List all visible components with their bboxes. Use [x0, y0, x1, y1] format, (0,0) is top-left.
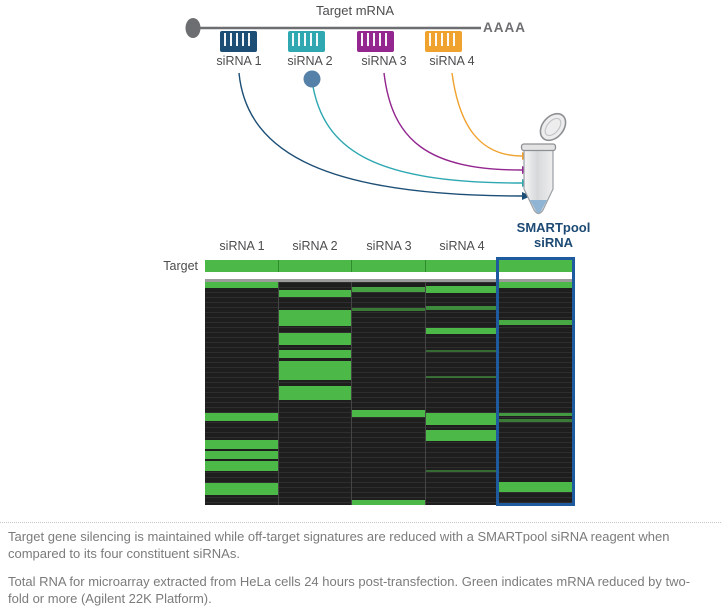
mrna-line [185, 18, 481, 38]
heatmap-column-sirna-4 [425, 282, 499, 505]
curve-sirna3 [383, 72, 523, 171]
caption-p1-line2: compared to its four constituent siRNAs. [8, 545, 240, 561]
heatmap-green-band [425, 376, 499, 378]
heatmap-green-band [278, 333, 352, 345]
heatmap-green-band [425, 306, 499, 310]
heatmap-header-sirna4: siRNA 4 [439, 239, 485, 253]
heatmap-green-band [278, 350, 352, 358]
heatmap-green-band [425, 413, 499, 425]
heatmap-green-band [205, 440, 278, 449]
heatmap-green-band [499, 320, 572, 325]
curve-sirna4 [451, 72, 523, 157]
heatmap-green-band [205, 413, 278, 421]
heatmap-column-sirna-2 [278, 282, 352, 505]
heatmap-green-band [278, 361, 352, 380]
heatmap-green-band [352, 500, 425, 505]
heatmap-green-band [499, 282, 572, 288]
pooling-curves [238, 72, 523, 197]
target-row-cell-sirna-3 [352, 260, 425, 272]
target-row-cell-sirna-2 [278, 260, 352, 272]
mrna-diagram-art [185, 18, 567, 215]
heatmap-green-band [425, 328, 499, 334]
tube-icon [520, 112, 567, 215]
sirna-2-duplex-icon [288, 31, 325, 52]
caption-paragraph-1: Target gene silencing is maintained whil… [8, 529, 714, 562]
target-row-cell-sirna-4 [425, 260, 499, 272]
heatmap-green-band [352, 410, 425, 417]
heatmap-header-sirna2: siRNA 2 [292, 239, 338, 253]
heatmap-green-band [205, 282, 278, 288]
heatmap-column-sirna-1 [205, 282, 278, 505]
sirna-4-label: siRNA 4 [429, 54, 475, 68]
heatmap-green-band [278, 290, 352, 297]
heatmap-green-band [425, 350, 499, 352]
heatmap-green-band [205, 461, 278, 471]
heatmap-green-band [205, 483, 278, 495]
target-row-label: Target [163, 259, 198, 273]
heatmap-header-sirna3: siRNA 3 [366, 239, 412, 253]
sirna-ball-icon [303, 70, 321, 88]
heatmap-green-band [352, 287, 425, 292]
heatmap-green-band [278, 310, 352, 326]
sirna-1-label: siRNA 1 [216, 54, 262, 68]
heatmap-green-band [425, 286, 499, 293]
smartpool-sirna-label: SMARTpool siRNA [505, 220, 602, 250]
heatmap-green-band [278, 386, 352, 400]
smartpool-label-line2: siRNA [533, 235, 573, 250]
target-row-cell-sirna-1 [205, 260, 278, 272]
sirna-2-label: siRNA 2 [287, 54, 333, 68]
caption-paragraph-2: Total RNA for microarray extracted from … [8, 574, 714, 607]
heatmap-green-band [499, 413, 572, 416]
sirna-4-duplex-icon [425, 31, 462, 52]
curve-sirna2 [310, 72, 523, 184]
heatmap-green-band [425, 470, 499, 472]
caption-p2-line2: fold or more (Agilent 22K Platform). [8, 590, 212, 606]
heatmap-green-band [499, 482, 572, 492]
caption-separator [0, 522, 721, 523]
target-row-cell-smartpool-sirna [499, 260, 572, 272]
heatmap-green-band [352, 308, 425, 311]
smartpool-label-line1: SMARTpool [516, 220, 591, 235]
sirna-3-duplex-icon [357, 31, 394, 52]
caption-p1-line1: Target gene silencing is maintained whil… [8, 529, 670, 544]
heatmap-green-band [205, 451, 278, 459]
heatmap-header-sirna1: siRNA 1 [219, 239, 265, 253]
mrna-cap-icon [185, 18, 201, 38]
mrna-title: Target mRNA [315, 3, 395, 18]
curve-sirna1 [238, 72, 523, 197]
heatmap-target-row [205, 260, 572, 272]
heatmap-column-sirna-3 [352, 282, 425, 505]
heatmap-green-band [499, 419, 572, 422]
heatmap-body [205, 279, 572, 505]
heatmap-green-band [425, 430, 499, 441]
sirna-3-label: siRNA 3 [361, 54, 407, 68]
caption-p2-line1: Total RNA for microarray extracted from … [8, 574, 691, 589]
heatmap-column-smartpool-sirna [499, 282, 572, 505]
poly-a-tail-label: AAAA [483, 20, 526, 35]
tube-liquid [530, 200, 547, 213]
sirna-1-duplex-icon [220, 31, 257, 52]
